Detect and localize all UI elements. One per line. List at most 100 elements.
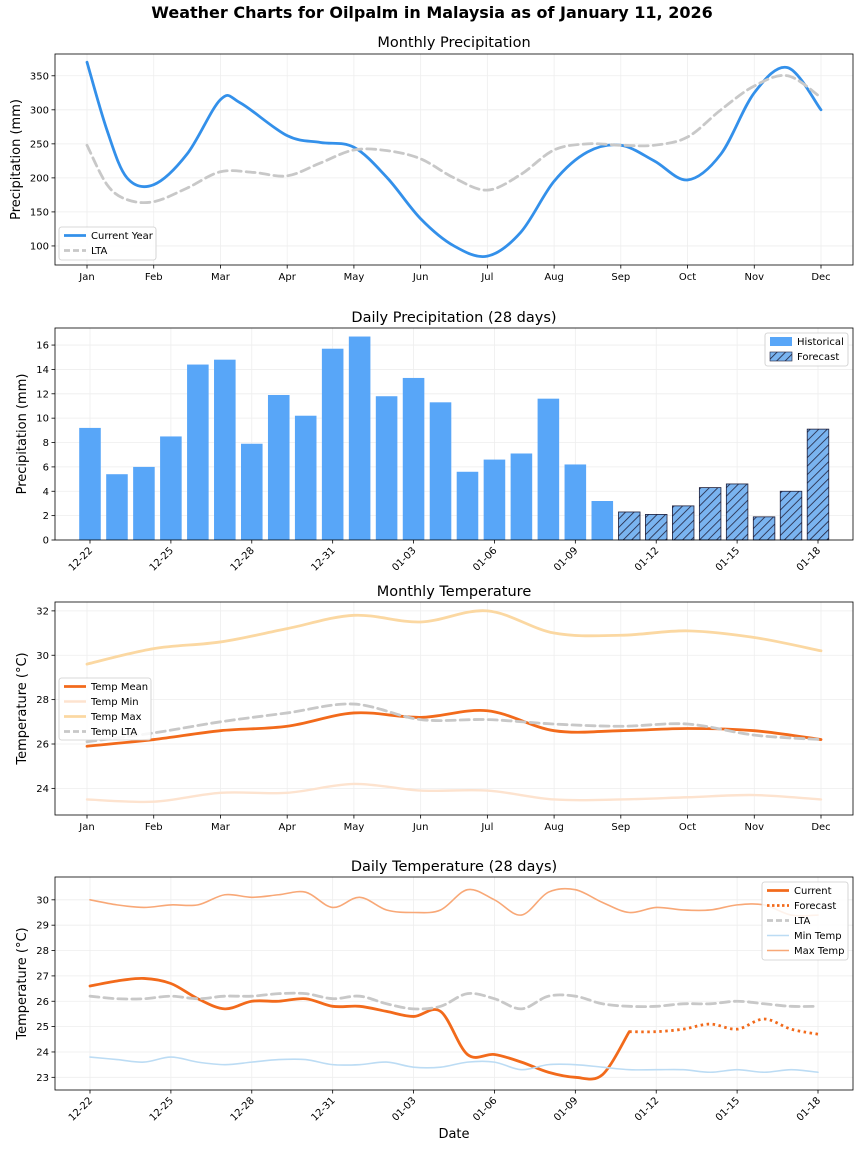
x-tick-label: Oct — [679, 272, 696, 283]
x-tick-label: 01-12 — [633, 545, 661, 573]
x-tick-label: Aug — [544, 272, 564, 283]
x-tick-label: Aug — [544, 822, 564, 833]
x-tick-label: 12-28 — [229, 1095, 257, 1123]
forecast-bar — [806, 428, 830, 541]
x-tick-label: 01-18 — [795, 1095, 823, 1123]
x-tick-label: 12-22 — [67, 545, 95, 573]
legend-entry: LTA — [91, 246, 108, 257]
historical-bar — [564, 464, 587, 540]
current-series-line — [88, 976, 631, 1081]
temp-max-series-line — [85, 609, 823, 666]
x-tick-label: Jun — [412, 822, 429, 833]
chart-title: Monthly Precipitation — [377, 35, 530, 51]
x-tick-label: 01-03 — [390, 545, 418, 573]
chart-title: Daily Precipitation (28 days) — [351, 310, 556, 326]
y-tick-label: 24 — [36, 1047, 49, 1058]
daily-precip-chart: 0 2 4 6 8 10 12 14 16 12-22 12-25 12-28 12-31 01-03 01… — [15, 310, 854, 574]
legend: Temp Mean Temp Min Temp Max Temp LTA — [58, 677, 152, 741]
historical-bar — [510, 453, 533, 540]
lta-series-line — [88, 991, 820, 1011]
lta-series-line — [85, 74, 823, 205]
y-axis-label: Temperature (°C) — [15, 652, 30, 765]
x-tick-label: 01-15 — [714, 1095, 742, 1123]
y-tick-label: 30 — [36, 651, 49, 662]
legend-entry: Temp Mean — [90, 682, 148, 693]
plot-frame — [54, 876, 854, 1091]
x-tick-label: 12-28 — [229, 545, 257, 573]
historical-bar — [214, 359, 236, 540]
forecast-bar — [672, 505, 695, 541]
legend-entry: Temp Max — [90, 712, 142, 723]
x-tick-label: 12-31 — [309, 545, 337, 573]
y-tick-label: 6 — [43, 462, 49, 473]
max-temp-series-line — [89, 887, 819, 917]
legend-entry: Current Year — [91, 231, 154, 242]
historical-bar — [537, 398, 560, 540]
x-tick-label: Dec — [811, 272, 830, 283]
x-tick-label: 01-03 — [390, 1095, 418, 1123]
historical-bar — [267, 395, 290, 540]
legend-entry: Current — [794, 886, 832, 897]
temp-lta-series-line — [85, 702, 823, 744]
temp-min-series-line — [85, 782, 823, 804]
legend-entry: Temp LTA — [90, 727, 137, 738]
forecast-bar — [698, 487, 722, 541]
plot-frame — [54, 53, 854, 266]
y-tick-label: 28 — [36, 946, 49, 957]
x-tick-label: 01-18 — [795, 545, 823, 573]
forecast-bar — [779, 490, 803, 541]
y-tick-label: 25 — [36, 1022, 49, 1033]
x-tick-label: Nov — [745, 822, 765, 833]
y-axis-label: Precipitation (mm) — [9, 99, 24, 220]
x-tick-label: Feb — [145, 272, 163, 283]
historical-bar — [240, 443, 263, 540]
monthly-temp-chart: 24 26 28 30 32 Jan Feb Mar Apr May Jun Jul Aug Sep Oct… — [15, 584, 854, 833]
plot-frame — [54, 601, 854, 816]
y-tick-label: 29 — [36, 921, 49, 932]
historical-bar — [402, 377, 425, 540]
y-tick-label: 12 — [36, 389, 49, 400]
y-tick-label: 23 — [36, 1073, 49, 1084]
x-tick-label: 01-09 — [552, 1095, 580, 1123]
x-tick-label: 01-12 — [633, 1095, 661, 1123]
x-tick-label: 12-25 — [148, 545, 176, 573]
x-tick-label: 12-25 — [148, 1095, 176, 1123]
historical-bar — [321, 348, 344, 540]
historical-bar — [456, 471, 479, 540]
historical-bar — [429, 402, 452, 540]
x-tick-label: Feb — [145, 822, 163, 833]
x-tick-label: Apr — [279, 822, 297, 833]
y-tick-label: 0 — [43, 536, 49, 547]
chart-title: Daily Temperature (28 days) — [351, 859, 557, 875]
legend-entry: Temp Min — [90, 697, 139, 708]
x-axis-label: Date — [438, 1127, 469, 1142]
x-tick-label: 12-31 — [309, 1095, 337, 1123]
plot-frame — [54, 327, 854, 541]
y-tick-label: 30 — [36, 895, 49, 906]
legend-entry: Min Temp — [794, 931, 842, 942]
y-tick-label: 8 — [43, 438, 49, 449]
y-tick-label: 24 — [36, 784, 49, 795]
legend-entry: Max Temp — [794, 946, 845, 957]
current-year-series-line — [85, 60, 823, 259]
x-tick-label: 01-06 — [471, 545, 499, 573]
historical-bar — [294, 415, 317, 540]
historical-bar — [591, 501, 614, 540]
y-tick-label: 350 — [30, 71, 49, 82]
x-tick-label: May — [344, 272, 365, 283]
legend-box — [58, 677, 152, 741]
legend: Historical Forecast — [764, 332, 849, 367]
x-tick-label: May — [344, 822, 365, 833]
y-tick-label: 10 — [36, 414, 49, 425]
forecast-bar — [752, 516, 776, 541]
historical-bar — [187, 364, 209, 540]
legend-swatch — [770, 337, 792, 346]
historical-bar — [133, 466, 155, 540]
x-tick-label: 12-22 — [67, 1095, 95, 1123]
figure-title: Weather Charts for Oilpalm in Malaysia a… — [151, 3, 712, 22]
x-tick-label: Jan — [78, 272, 94, 283]
y-tick-label: 32 — [36, 606, 49, 617]
historical-bar — [348, 336, 371, 540]
daily-temp-chart: 23 24 25 26 27 28 29 30 12-22 12-25 12-28 12-31 01-0… — [15, 859, 854, 1142]
